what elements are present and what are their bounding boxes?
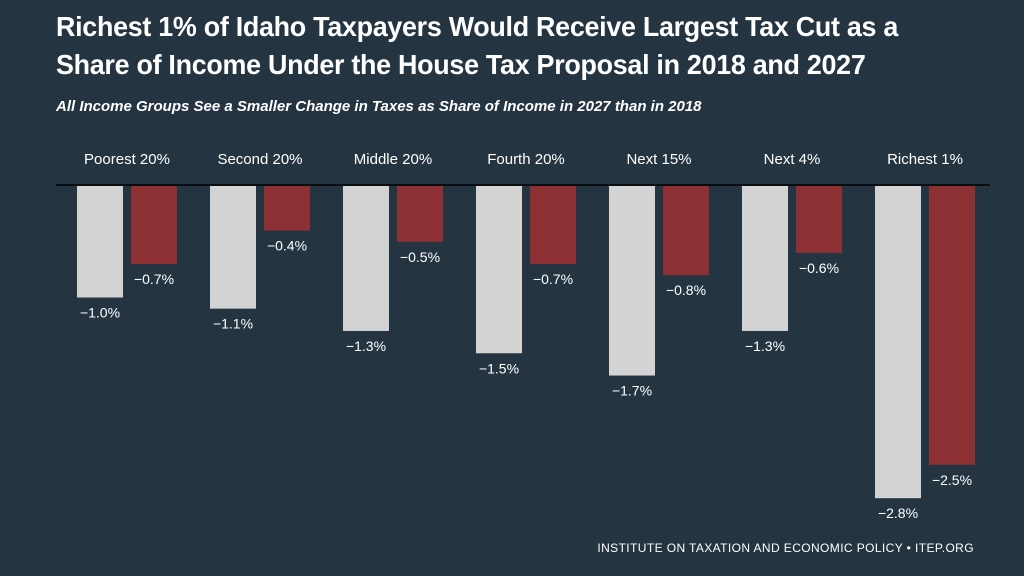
bar-2027 — [131, 186, 177, 265]
bar-2018 — [875, 186, 921, 499]
bar-2027 — [929, 186, 975, 465]
chart-subtitle: All Income Groups See a Smaller Change i… — [56, 98, 702, 115]
data-label: −0.6% — [799, 260, 839, 276]
bar-2018 — [476, 186, 522, 354]
bar-2027 — [530, 186, 576, 265]
bar-2027 — [796, 186, 842, 253]
value-labels: −1.0% −0.7% −1.1% −0.4% −1.3% −0.5% −1.5% −0.7%… — [80, 238, 972, 522]
bar-2027 — [264, 186, 310, 231]
chart-title: Richest 1% of Idaho Taxpayers Would Rece… — [56, 11, 899, 80]
data-label: −0.5% — [400, 249, 440, 265]
bar-2018 — [343, 186, 389, 331]
data-label: −1.5% — [479, 360, 519, 376]
bar-2018 — [210, 186, 256, 309]
data-label: −0.8% — [666, 282, 706, 298]
data-label: −2.8% — [878, 505, 918, 521]
data-label: −1.3% — [346, 338, 386, 354]
data-label: −1.0% — [80, 305, 120, 321]
category-labels: Poorest 20% Second 20% Middle 20% Fourth 20… — [84, 151, 963, 168]
data-label: −2.5% — [932, 472, 972, 488]
category-label: Fourth 20% — [487, 151, 565, 168]
bar-2027 — [397, 186, 443, 242]
data-label: −1.3% — [745, 338, 785, 354]
data-label: −0.7% — [134, 271, 174, 287]
category-label: Second 20% — [217, 151, 302, 168]
category-label: Middle 20% — [354, 151, 432, 168]
bar-2018 — [742, 186, 788, 331]
category-label: Next 4% — [764, 151, 821, 168]
data-label: −1.1% — [213, 316, 253, 332]
bar-2018 — [77, 186, 123, 298]
data-label: −0.7% — [533, 271, 573, 287]
category-label: Poorest 20% — [84, 151, 170, 168]
category-label: Richest 1% — [887, 151, 963, 168]
bar-2018 — [609, 186, 655, 376]
bars — [77, 186, 975, 499]
source-credit: INSTITUTE ON TAXATION AND ECONOMIC POLIC… — [597, 541, 974, 555]
data-label: −0.4% — [267, 238, 307, 254]
category-label: Next 15% — [626, 151, 691, 168]
bar-2027 — [663, 186, 709, 276]
data-label: −1.7% — [612, 383, 652, 399]
